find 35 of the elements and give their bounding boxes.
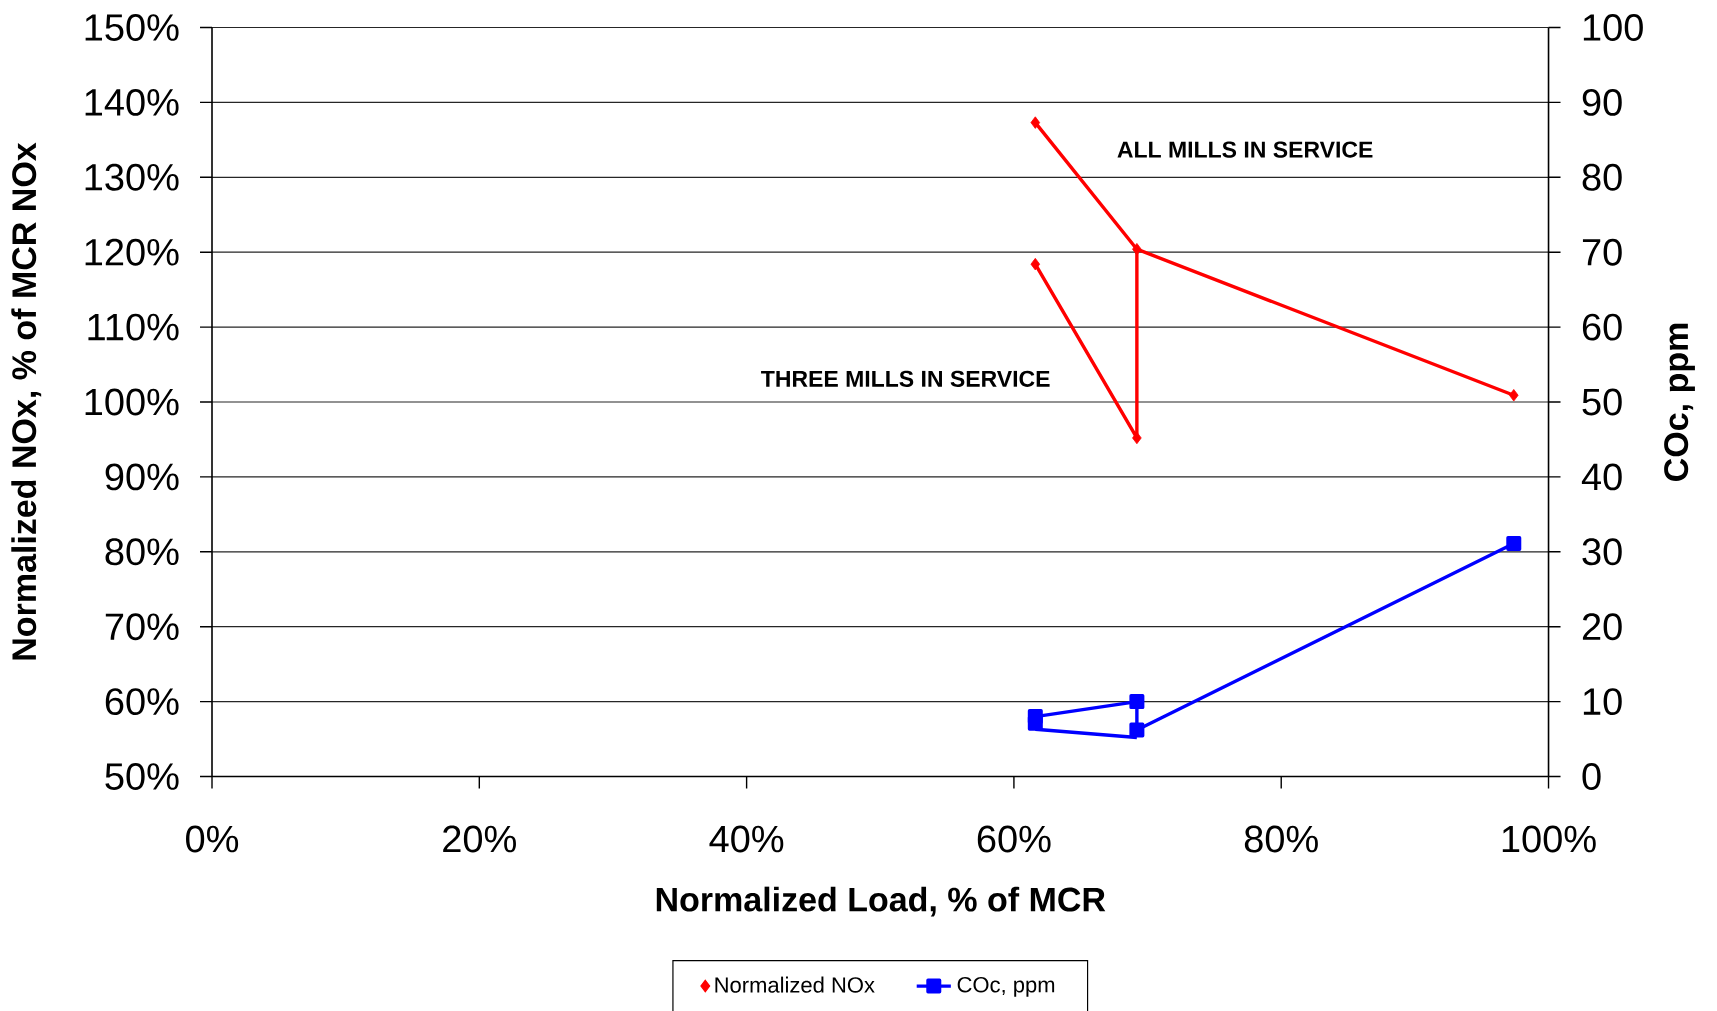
x-tick-label: 40% (709, 825, 784, 853)
x-tick-label: 80% (1244, 825, 1318, 853)
y-tick-label: 110% (88, 313, 179, 341)
y-tick-label: 90% (105, 463, 179, 491)
y2-tick-label: 100 (1583, 14, 1643, 41)
y2-tick-label: 60 (1582, 313, 1622, 341)
x-tick-label: 100% (1502, 825, 1596, 853)
y2-tick-label: 0 (1582, 763, 1601, 790)
y-tick-label: 50% (105, 763, 179, 790)
y-axis-title: Normalized NOx, % of MCR NOx (11, 142, 42, 660)
y-tick-label: 80% (105, 538, 179, 566)
x-tick-label: 20% (443, 825, 516, 853)
x-tick-label: 60% (977, 825, 1051, 853)
legend-label: Normalized NOx (715, 976, 875, 993)
annotation: ALL MILLS IN SERVICE (1117, 141, 1373, 158)
y-tick-label: 150% (85, 14, 179, 41)
y-tick-label: 140% (85, 88, 179, 116)
x-axis-title: Normalized Load, % of MCR (656, 886, 1106, 917)
y2-tick-label: 30 (1582, 538, 1622, 566)
y-tick-label: 100% (85, 388, 179, 416)
legend-label: COc, ppm (957, 976, 1055, 997)
annotation: THREE MILLS IN SERVICE (761, 370, 1050, 387)
y2-tick-label: 20 (1582, 613, 1622, 641)
y2-tick-label: 90 (1582, 88, 1622, 116)
y2-tick-label: 70 (1582, 238, 1622, 266)
y-tick-label: 130% (85, 163, 179, 191)
y-tick-label: 60% (105, 688, 179, 716)
y2-tick-label: 80 (1582, 163, 1622, 191)
y2-tick-label: 50 (1582, 388, 1622, 416)
y2-tick-label: 10 (1583, 688, 1622, 716)
y-tick-label: 70% (105, 613, 179, 641)
y2-axis-title: COc, ppm (1664, 323, 1695, 481)
y-tick-label: 120% (85, 238, 179, 266)
x-tick-label: 0% (186, 825, 239, 853)
y2-tick-label: 40 (1581, 463, 1622, 491)
